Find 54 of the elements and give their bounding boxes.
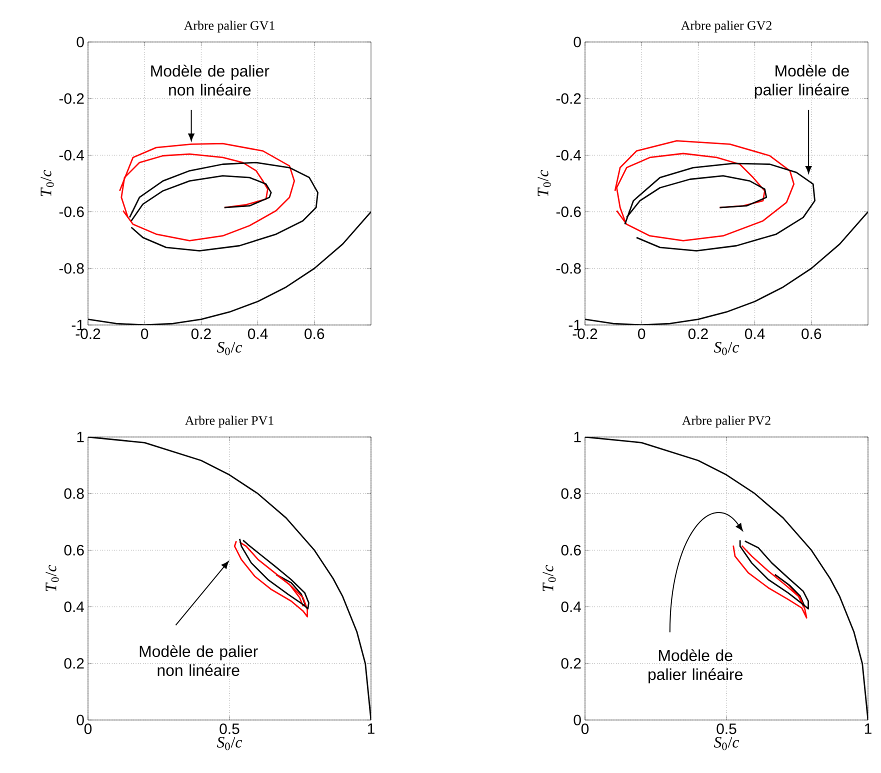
- y-tick-label: -0.6: [59, 206, 84, 218]
- y-tick-label: 0.6: [64, 544, 84, 556]
- x-tick-label: 0: [638, 328, 646, 340]
- y-tick-label: 0.4: [64, 602, 84, 612]
- x-axis-title: S$_{0}$/c: [216, 736, 242, 750]
- y-tick-label: 0: [574, 714, 581, 726]
- y-tick-label: -1: [568, 320, 581, 330]
- y-tick-label: 0: [76, 36, 84, 48]
- y-tick-label: -0.6: [556, 206, 581, 218]
- y-axis-title: T$_{0}$/c: [538, 170, 551, 196]
- y-tick-label: 0.4: [561, 602, 582, 612]
- y-axis-title: T$_{0}$/c: [542, 564, 556, 592]
- y-tick-label: 0.2: [64, 658, 84, 669]
- x-tick-label: 0.2: [688, 328, 708, 340]
- annotation: Modèle de palier non linéaire: [140, 645, 258, 676]
- y-tick-label: 0.8: [64, 488, 84, 499]
- chart-title: Arbre palier PV2: [682, 416, 770, 428]
- x-tick-label: 0.5: [716, 724, 736, 734]
- y-tick-label: -0.2: [59, 93, 84, 104]
- x-tick-label: 0.5: [220, 724, 240, 734]
- chart-title: Arbre palier GV2: [680, 20, 772, 32]
- y-tick-label: -0.8: [556, 263, 581, 274]
- y-tick-label: -0.4: [556, 150, 582, 160]
- x-tick-label: 0.4: [745, 328, 765, 340]
- y-axis-title: T$_{0}$/c: [46, 564, 59, 592]
- x-axis-title: S$_{0}$/c: [714, 342, 740, 356]
- y-tick-label: 1: [574, 432, 581, 442]
- y-tick-label: 0.6: [561, 544, 581, 556]
- x-tick-label: 0.6: [304, 328, 324, 340]
- y-tick-label: 0.2: [561, 658, 581, 669]
- annotation: Modèle de palier non linéaire: [151, 64, 270, 96]
- x-tick-label: 1: [368, 724, 374, 734]
- x-tick-label: 0.2: [191, 328, 211, 340]
- annotation: Modèle de palier linéaire: [648, 649, 742, 684]
- x-tick-label: 0: [84, 724, 92, 734]
- y-axis-title: T$_{0}$/c: [40, 170, 54, 196]
- y-tick-label: -0.2: [556, 93, 581, 104]
- y-tick-label: -0.4: [59, 150, 84, 160]
- y-tick-label: 1: [77, 432, 84, 442]
- y-tick-label: 0: [76, 714, 84, 726]
- chart-title: Arbre palier PV1: [185, 416, 274, 428]
- annotation: Modèle de palier linéaire: [754, 64, 849, 99]
- x-axis-title: S$_{0}$/c: [216, 342, 242, 356]
- x-tick-label: 0.4: [248, 328, 268, 340]
- y-tick-label: -1: [72, 320, 84, 330]
- x-tick-label: 0: [581, 724, 589, 734]
- y-tick-label: 0: [574, 36, 581, 48]
- x-axis-title: S$_{0}$/c: [714, 736, 740, 750]
- chart-title: Arbre palier GV1: [184, 20, 274, 32]
- y-tick-label: -0.8: [59, 263, 84, 274]
- x-tick-label: 1: [864, 724, 872, 734]
- x-tick-label: 0.6: [802, 328, 822, 340]
- x-tick-label: 0: [141, 328, 148, 340]
- y-tick-label: 0.8: [561, 488, 581, 499]
